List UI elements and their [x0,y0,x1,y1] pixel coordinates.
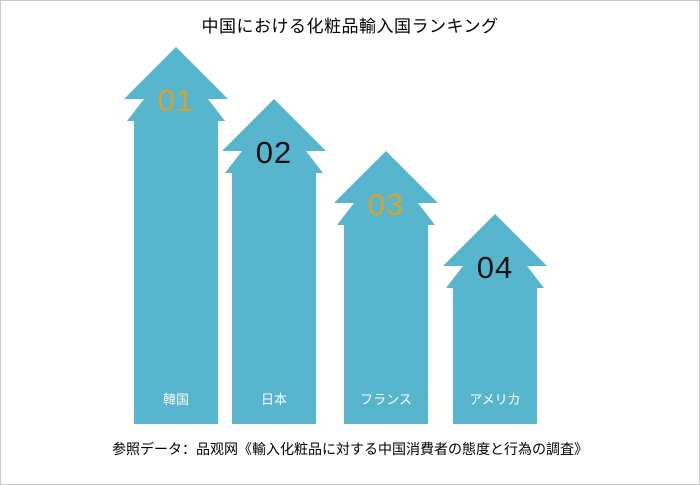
rank-number: 02 [255,135,293,170]
rank-number: 01 [157,83,195,118]
country-label: フランス [360,392,412,407]
arrow-shape [124,47,228,424]
ranking-bar: 01 韓国 [124,47,228,424]
chart-title: 中国における化粧品輸入国ランキング [201,17,499,36]
arrow-polygon [334,151,438,424]
arrow-polygon [222,99,326,424]
arrow-polygon [124,47,228,424]
arrow-shape [222,99,326,424]
country-label: 韓国 [162,392,189,407]
arrow-shape [443,214,547,424]
country-label: 日本 [260,392,287,407]
country-label: アメリカ [469,392,521,407]
rank-number: 04 [476,250,514,285]
ranking-bar: 02 日本 [222,99,326,424]
ranking-bar: 04 アメリカ [443,214,547,424]
rank-number: 03 [367,187,405,222]
arrow-polygon [443,214,547,424]
arrow-shape [334,151,438,424]
source-note: 参照データ：品观网《輸入化粧品に対する中国消費者の態度と行為の調査》 [112,441,588,457]
ranking-bar: 03 フランス [334,151,438,424]
